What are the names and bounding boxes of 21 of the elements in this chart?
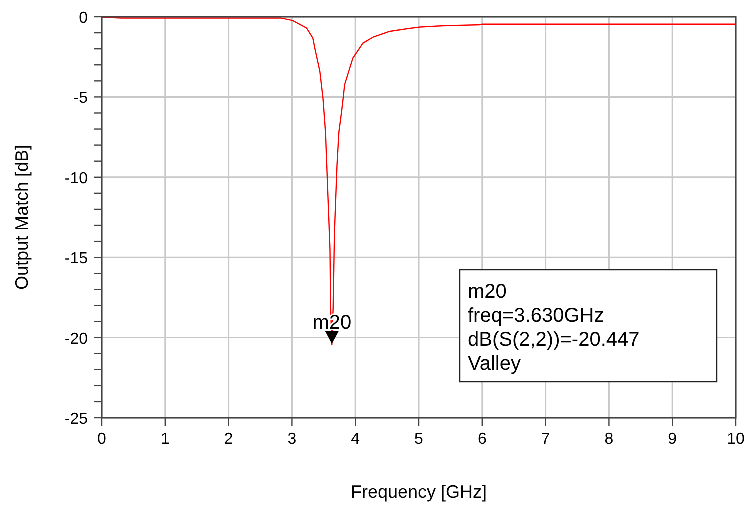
x-axis-title: Frequency [GHz] — [350, 482, 488, 502]
y-tick-label: -20 — [64, 330, 88, 348]
y-tick-label: -25 — [64, 411, 88, 428]
x-tick-label: 4 — [351, 431, 360, 448]
x-tick-label: 7 — [541, 431, 550, 448]
y-tick-label: -15 — [64, 250, 88, 268]
annotation: m20 freq=3.630GHz dB(S(2,2))=-20.447 Valley — [468, 281, 640, 375]
x-tick-label: 8 — [604, 431, 614, 448]
x-tick-label: 0 — [98, 431, 107, 448]
x-tick-label: 10 — [727, 431, 745, 448]
marker-readout-box: m20 freq=3.630GHz dB(S(2,2))=-20.447 Valley — [459, 269, 718, 383]
x-tick-label: 5 — [414, 431, 424, 448]
y-tick-label: -10 — [64, 170, 88, 188]
y-tick-label: 0 — [79, 10, 88, 27]
y-tick-label: -5 — [74, 90, 88, 108]
x-tick-label: 1 — [160, 431, 170, 448]
x-tick-label: 3 — [288, 431, 297, 448]
x-tick-label: 2 — [224, 431, 234, 448]
x-tick-label: 6 — [478, 431, 487, 448]
x-tick-label: 9 — [668, 431, 678, 448]
y-axis-title: Output Match [dB] — [12, 144, 32, 290]
